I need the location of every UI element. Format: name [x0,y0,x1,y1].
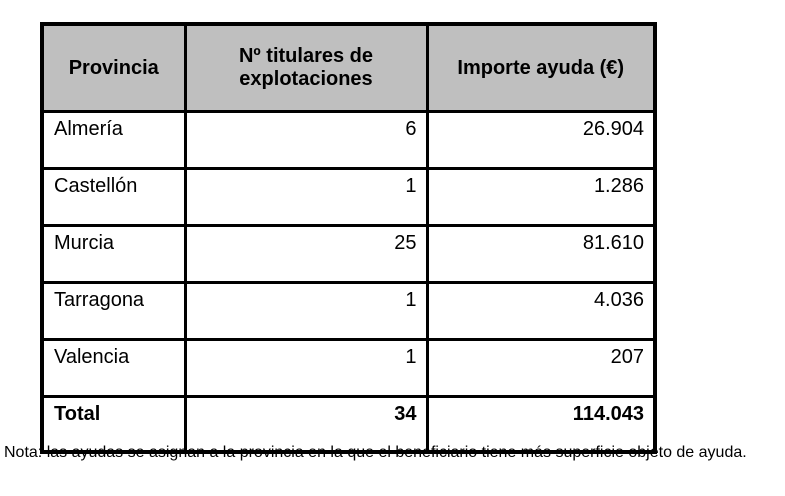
table-total-row: Total 34 114.043 [40,395,657,454]
table-row-valencia: Valencia 1 207 [40,338,657,398]
cell-provincia: Tarragona [40,281,187,341]
header-titulares-explotaciones: Nº titulares de explotaciones [183,22,429,113]
table-row-murcia: Murcia 25 81.610 [40,224,657,284]
cell-provincia: Murcia [40,224,187,284]
table-header-row: Provincia Nº titulares de explotaciones … [40,22,657,113]
cell-total-importe: 114.043 [425,395,657,454]
cell-titulares: 6 [183,110,429,170]
table-row-almeria: Almería 6 26.904 [40,110,657,170]
cell-importe: 81.610 [425,224,657,284]
cell-titulares: 1 [183,338,429,398]
cell-importe: 26.904 [425,110,657,170]
cell-total-titulares: 34 [183,395,429,454]
cell-titulares: 25 [183,224,429,284]
cell-titulares: 1 [183,167,429,227]
cell-provincia: Castellón [40,167,187,227]
cell-provincia: Valencia [40,338,187,398]
cell-provincia: Almería [40,110,187,170]
header-provincia: Provincia [40,22,187,113]
table-row-tarragona: Tarragona 1 4.036 [40,281,657,341]
footnote: Nota: las ayudas se asignan a la provinc… [4,444,747,461]
table-row-castellon: Castellón 1 1.286 [40,167,657,227]
cell-importe: 1.286 [425,167,657,227]
cell-titulares: 1 [183,281,429,341]
cell-importe: 4.036 [425,281,657,341]
cell-total-label: Total [40,395,187,454]
header-importe-ayuda: Importe ayuda (€) [425,22,657,113]
cell-importe: 207 [425,338,657,398]
provinces-aid-table: Provincia Nº titulares de explotaciones … [40,22,657,454]
